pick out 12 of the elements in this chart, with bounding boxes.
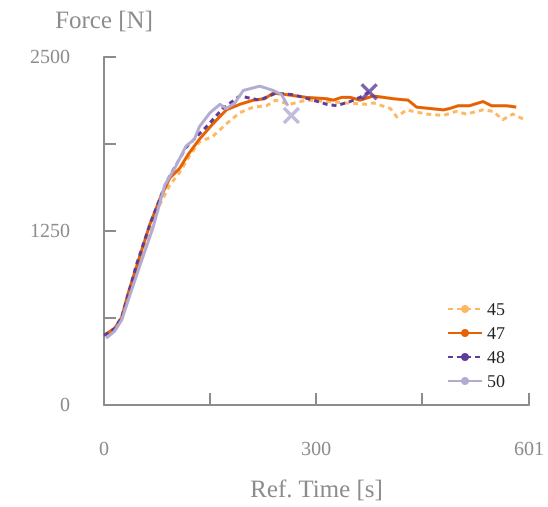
y-tick-label: 0	[60, 394, 70, 416]
x-tick-label: 0	[99, 438, 109, 460]
x-tick-label: 300	[301, 438, 332, 460]
legend-label: 45	[487, 299, 505, 319]
y-tick-label: 2500	[30, 46, 70, 68]
legend-label: 50	[487, 371, 505, 391]
x-tick-label: 601	[514, 438, 544, 460]
y-axis-title: Force [N]	[55, 7, 153, 34]
y-tick-label: 1250	[30, 220, 70, 242]
legend-label: 48	[487, 347, 505, 367]
legend-label: 47	[487, 323, 505, 343]
x-axis-title: Ref. Time [s]	[250, 476, 383, 503]
